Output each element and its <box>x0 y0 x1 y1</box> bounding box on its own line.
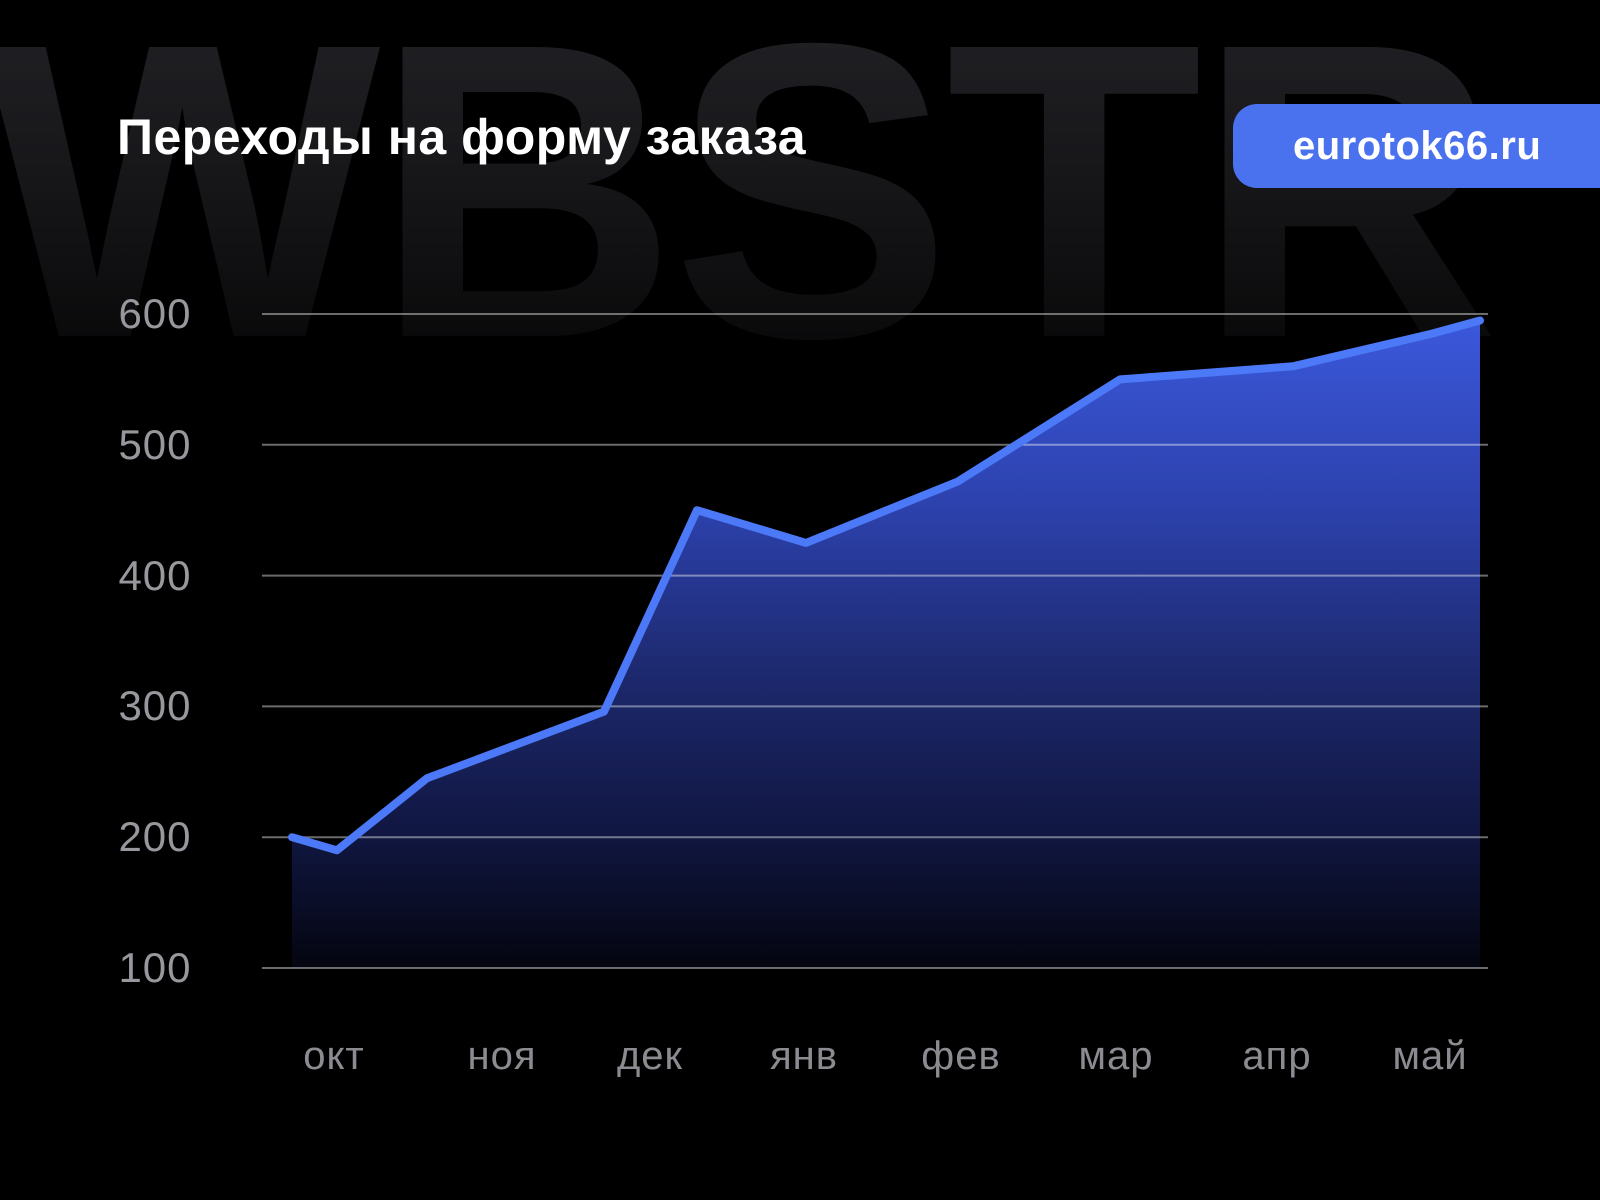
y-tick-label: 200 <box>118 813 192 860</box>
x-tick-label: дек <box>616 1034 684 1078</box>
y-tick-label: 600 <box>118 290 192 337</box>
x-tick-label: апр <box>1242 1034 1312 1078</box>
y-tick-label: 300 <box>118 682 192 729</box>
gridlines <box>262 313 1488 969</box>
y-tick-label: 400 <box>118 552 192 599</box>
trend-line <box>288 316 1484 855</box>
x-tick-label: фев <box>921 1034 1001 1078</box>
x-tick-label: окт <box>303 1034 365 1078</box>
site-badge[interactable]: eurotok66.ru <box>1233 104 1600 188</box>
x-tick-label: янв <box>770 1034 838 1078</box>
y-tick-label: 100 <box>118 944 192 991</box>
x-tick-label: мар <box>1078 1034 1154 1078</box>
x-tick-label: ноя <box>467 1034 537 1078</box>
y-tick-label: 500 <box>118 421 192 468</box>
chart-title: Переходы на форму заказа <box>117 109 807 165</box>
site-badge-label: eurotok66.ru <box>1293 123 1542 168</box>
x-tick-label: май <box>1392 1034 1468 1078</box>
area-fill <box>292 320 1480 968</box>
background-watermark-text: WBSTR <box>0 0 1500 402</box>
